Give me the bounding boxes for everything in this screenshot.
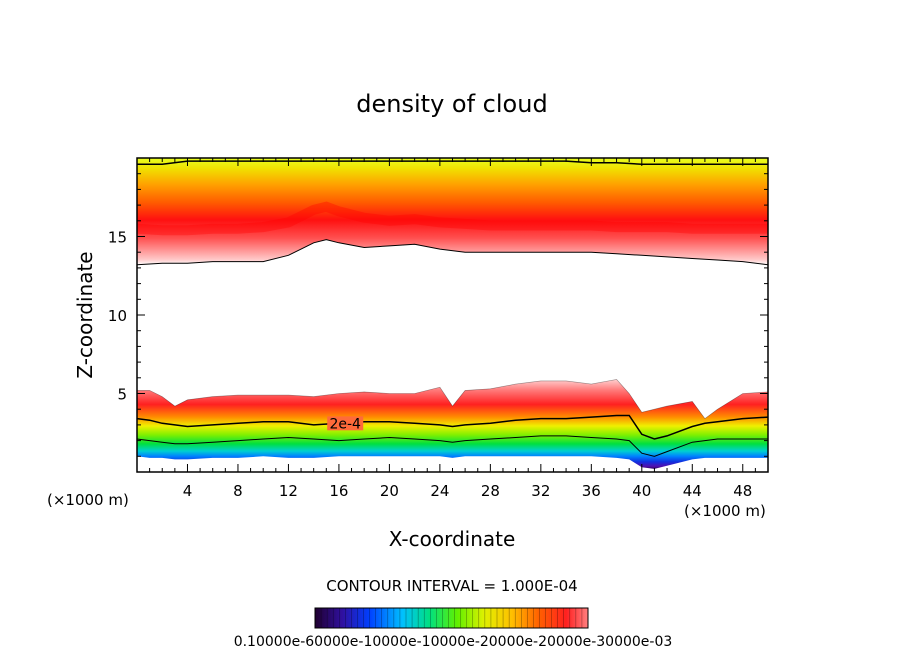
colorbar-labels: 0.10000e-60000e-10000e-10000e-20000e-200… [234, 634, 673, 650]
y-tick-label: 10 [108, 307, 127, 325]
upper-layer-peak [137, 201, 768, 236]
x-tick-label: 16 [329, 482, 348, 500]
contour-1e-4 [137, 435, 768, 457]
x-tick-label: 28 [481, 482, 500, 500]
lower-layer-top-edge [137, 379, 768, 420]
x-tick-label: 12 [279, 482, 298, 500]
x-tick-label: 36 [582, 482, 601, 500]
colorbar [314, 607, 589, 629]
x-tick-label: 4 [183, 482, 193, 500]
x-unit-label-left: (×1000 m) [47, 491, 129, 509]
x-tick-label: 48 [733, 482, 752, 500]
contour-2e-4 [137, 414, 768, 440]
y-tick-label: 5 [117, 386, 127, 404]
contour-label: 2e-4 [329, 416, 361, 432]
x-tick-label: 44 [683, 482, 702, 500]
x-axis-ticks: 4 8 12 16 20 24 28 32 36 40 44 48 [149, 158, 756, 500]
upper-layer-bottom-contour [137, 239, 768, 266]
contour-fields [137, 158, 768, 469]
x-tick-label: 32 [531, 482, 550, 500]
lower-cloud-layer [137, 379, 768, 469]
contour-interval-text: CONTOUR INTERVAL = 1.000E-04 [326, 577, 577, 595]
x-tick-label: 20 [380, 482, 399, 500]
y-axis-label: Z-coordinate [73, 251, 97, 378]
y-tick-label: 15 [108, 229, 127, 247]
upper-cloud-layer [137, 158, 768, 265]
x-tick-label: 40 [632, 482, 651, 500]
x-axis-label: X-coordinate [389, 527, 516, 551]
x-unit-label-right: (×1000 m) [684, 502, 766, 520]
x-tick-label: 8 [233, 482, 243, 500]
contour-label-bg [327, 416, 364, 431]
chart-title: density of cloud [356, 90, 547, 118]
x-tick-label: 24 [430, 482, 449, 500]
y-axis-ticks: 5 10 15 [108, 173, 768, 457]
